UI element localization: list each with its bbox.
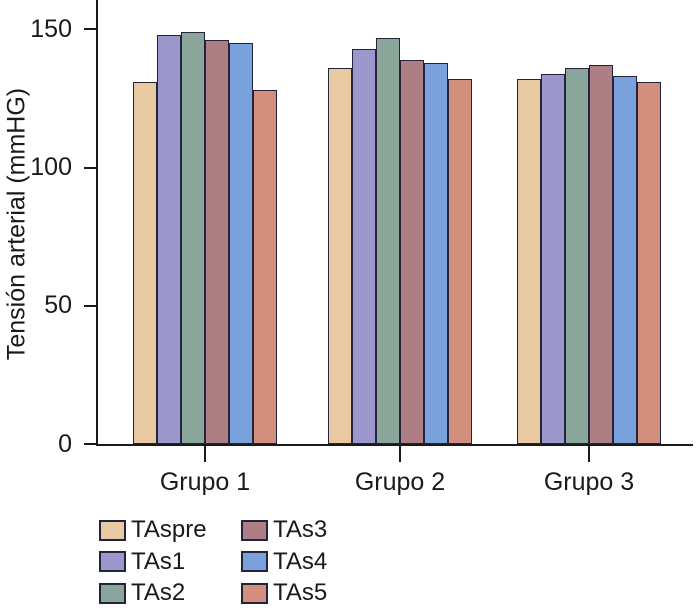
legend-item-tas5: TAs5 bbox=[241, 581, 327, 605]
bar-grupo-1-tas1 bbox=[157, 34, 181, 444]
bar-grupo-3-tas2 bbox=[565, 68, 589, 444]
legend-swatch-tas4 bbox=[241, 551, 268, 572]
bar-grupo-3-tas5 bbox=[637, 81, 661, 444]
legend-label-taspre: TAspre bbox=[131, 516, 207, 543]
bar-grupo-1-tas3 bbox=[205, 40, 229, 444]
bar-grupo-3-tas1 bbox=[541, 73, 565, 444]
legend-swatch-tas5 bbox=[241, 582, 268, 604]
bar-grupo-2-tas3 bbox=[400, 59, 424, 444]
legend-swatch-taspre bbox=[99, 519, 126, 541]
bar-grupo-1-tas5 bbox=[253, 90, 277, 444]
y-tick-label-0: 0 bbox=[58, 429, 72, 458]
x-tick-grupo-1 bbox=[204, 446, 206, 462]
legend-label-tas5: TAs5 bbox=[273, 579, 328, 606]
legend-swatch-tas1 bbox=[99, 551, 126, 572]
legend-swatch-tas3 bbox=[241, 519, 268, 541]
y-tick-50 bbox=[84, 304, 97, 307]
legend-label-tas1: TAs1 bbox=[131, 547, 186, 575]
y-tick-100 bbox=[84, 166, 97, 169]
x-axis-label-grupo-3: Grupo 3 bbox=[543, 468, 635, 496]
bar-grupo-1-tas2 bbox=[181, 32, 205, 444]
bar-grupo-3-tas4 bbox=[613, 76, 637, 444]
x-tick-grupo-2 bbox=[399, 446, 401, 462]
legend-item-taspre: TAspre bbox=[99, 518, 207, 542]
bar-grupo-1-tas4 bbox=[229, 43, 253, 444]
x-axis-line bbox=[96, 444, 693, 446]
y-tick-label-100: 100 bbox=[30, 153, 72, 182]
bar-grupo-2-tas2 bbox=[376, 37, 400, 444]
legend-item-tas2: TAs2 bbox=[99, 581, 185, 605]
bar-grupo-2-taspre bbox=[328, 68, 352, 444]
y-tick-label-50: 50 bbox=[44, 291, 72, 320]
x-tick-grupo-3 bbox=[588, 446, 590, 462]
legend-swatch-tas2 bbox=[99, 582, 126, 604]
legend-label-tas2: TAs2 bbox=[131, 579, 186, 606]
y-axis-title: Tensión arterial (mmHG) bbox=[2, 87, 31, 361]
x-axis-label-grupo-2: Grupo 2 bbox=[354, 468, 446, 496]
legend-item-tas4: TAs4 bbox=[241, 547, 328, 575]
y-tick-150 bbox=[84, 28, 97, 31]
bar-grupo-2-tas5 bbox=[448, 79, 472, 444]
y-tick-0 bbox=[84, 443, 97, 445]
bar-grupo-3-tas3 bbox=[589, 65, 613, 444]
bar-grupo-2-tas4 bbox=[424, 62, 448, 444]
y-axis-line bbox=[96, 0, 98, 446]
bar-grupo-1-taspre bbox=[133, 81, 157, 444]
x-axis-label-grupo-1: Grupo 1 bbox=[159, 468, 251, 496]
legend-item-tas1: TAs1 bbox=[99, 547, 186, 575]
bar-grupo-2-tas1 bbox=[352, 48, 376, 444]
bar-grupo-3-taspre bbox=[517, 79, 541, 444]
legend-item-tas3: TAs3 bbox=[241, 518, 327, 542]
legend-label-tas3: TAs3 bbox=[273, 516, 328, 543]
y-tick-label-150: 150 bbox=[30, 14, 72, 43]
legend-label-tas4: TAs4 bbox=[273, 547, 328, 575]
